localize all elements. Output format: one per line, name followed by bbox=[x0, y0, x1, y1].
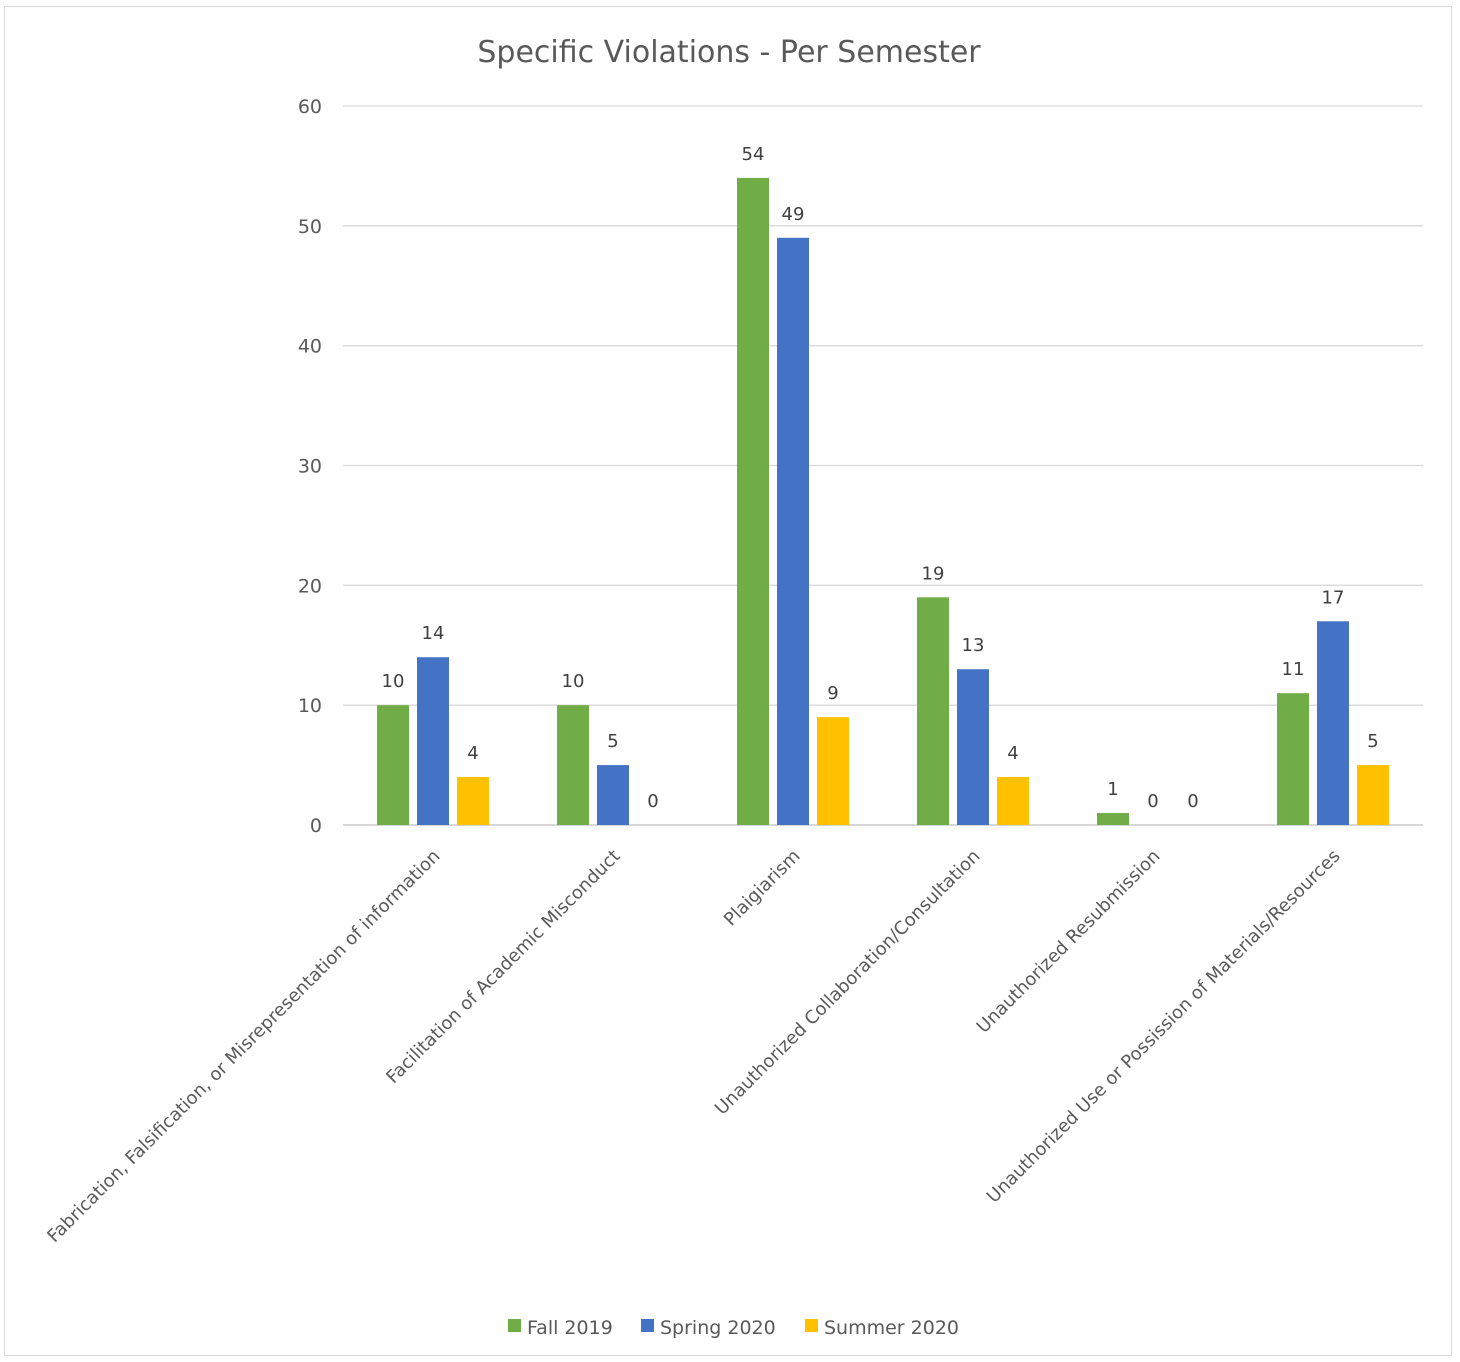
bar bbox=[1097, 813, 1129, 825]
y-tick-label: 30 bbox=[298, 456, 322, 478]
chart-frame bbox=[4, 6, 1452, 1356]
y-tick-label: 60 bbox=[298, 96, 322, 118]
category-label: Plaigiarism bbox=[720, 846, 805, 931]
legend-label: Summer 2020 bbox=[824, 1317, 959, 1339]
bar bbox=[817, 717, 849, 825]
y-tick-label: 40 bbox=[298, 336, 322, 358]
legend-swatch bbox=[641, 1319, 654, 1332]
data-label: 4 bbox=[467, 743, 478, 764]
y-tick-label: 10 bbox=[298, 695, 322, 717]
data-label: 0 bbox=[1187, 791, 1198, 812]
legend-swatch bbox=[508, 1319, 521, 1332]
data-label: 11 bbox=[1282, 659, 1305, 680]
data-label: 5 bbox=[607, 731, 618, 752]
data-label: 1 bbox=[1107, 779, 1118, 800]
y-axis-ticks: 0 10 20 30 40 50 60 bbox=[298, 96, 322, 837]
bar bbox=[1277, 693, 1309, 825]
bar bbox=[377, 705, 409, 825]
data-label: 14 bbox=[422, 623, 445, 644]
x-axis-category-labels: Fabrication, Falsification, or Misrepres… bbox=[43, 846, 1344, 1247]
bar bbox=[457, 777, 489, 825]
category-label: Unauthorized Resubmission bbox=[973, 846, 1165, 1038]
bar bbox=[777, 237, 809, 826]
legend-label: Spring 2020 bbox=[660, 1317, 776, 1339]
bar bbox=[737, 177, 769, 825]
data-label: 10 bbox=[382, 671, 405, 692]
category-label: Fabrication, Falsification, or Misrepres… bbox=[43, 846, 444, 1247]
legend-swatch bbox=[805, 1319, 818, 1332]
data-label: 0 bbox=[647, 791, 658, 812]
data-label: 19 bbox=[922, 563, 945, 584]
bar bbox=[597, 765, 629, 825]
y-tick-label: 0 bbox=[310, 815, 322, 837]
bar bbox=[997, 777, 1029, 825]
bar bbox=[1357, 765, 1389, 825]
data-label: 13 bbox=[962, 635, 985, 656]
bar bbox=[1317, 621, 1349, 825]
data-label: 49 bbox=[782, 204, 805, 225]
bar bbox=[917, 597, 949, 825]
y-tick-label: 50 bbox=[298, 216, 322, 238]
legend: Fall 2019 Spring 2020 Summer 2020 bbox=[508, 1317, 959, 1339]
data-label: 0 bbox=[1147, 791, 1158, 812]
category-label: Unauthorized Use or Possission of Materi… bbox=[983, 846, 1345, 1208]
data-label: 5 bbox=[1367, 731, 1378, 752]
bar bbox=[957, 669, 989, 825]
chart-title: Specific Violations - Per Semester bbox=[477, 35, 981, 70]
gridlines bbox=[343, 105, 1423, 826]
data-label: 54 bbox=[742, 144, 765, 165]
data-label: 10 bbox=[562, 671, 585, 692]
data-label: 17 bbox=[1322, 587, 1345, 608]
y-tick-label: 20 bbox=[298, 575, 322, 597]
bar bbox=[557, 705, 589, 825]
legend-label: Fall 2019 bbox=[527, 1317, 613, 1339]
bar bbox=[417, 657, 449, 825]
data-label: 4 bbox=[1007, 743, 1018, 764]
data-label: 9 bbox=[827, 683, 838, 704]
bars bbox=[377, 177, 1389, 826]
